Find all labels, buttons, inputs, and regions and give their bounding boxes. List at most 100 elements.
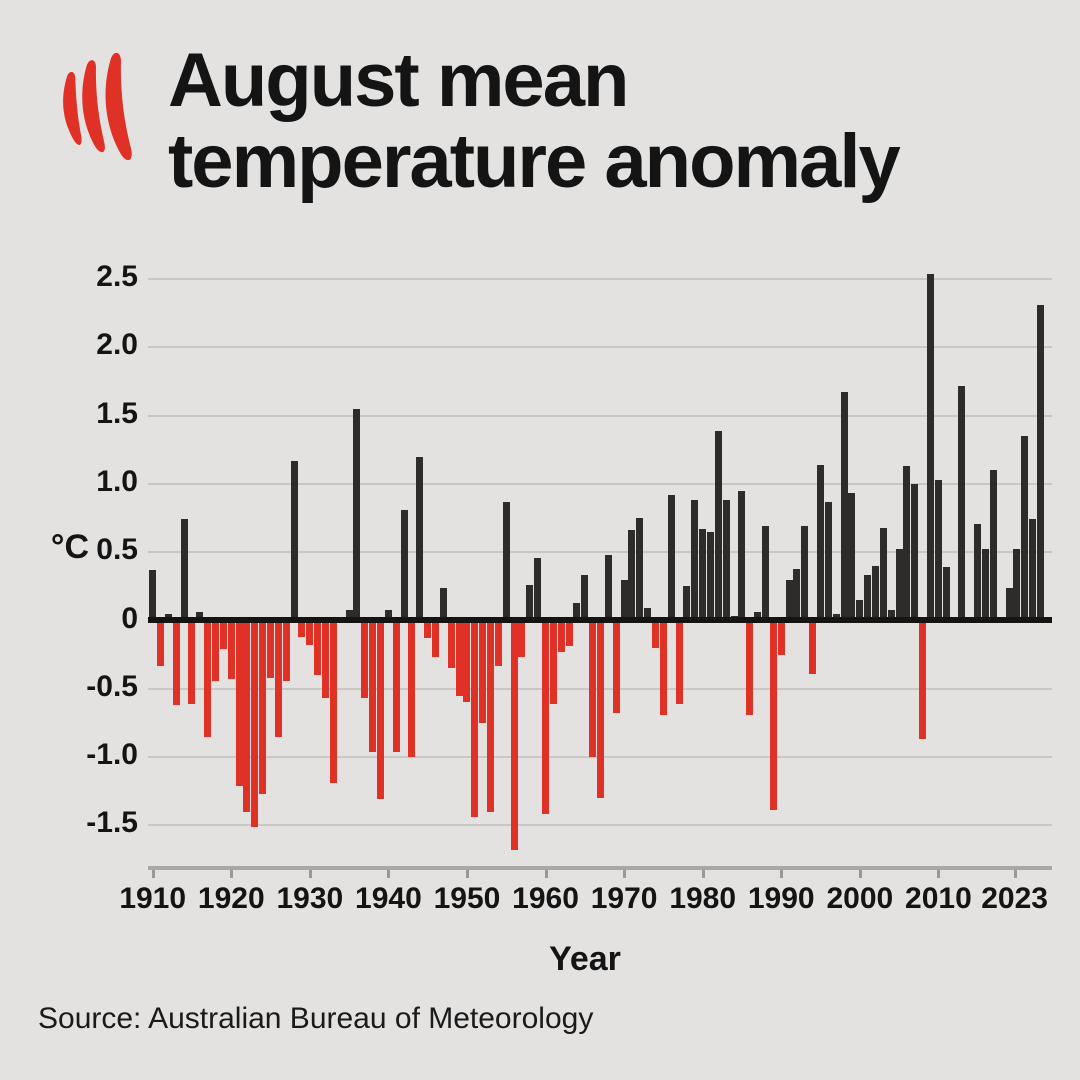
bar-2009 — [927, 273, 935, 621]
x-tick-label: 1990 — [747, 882, 815, 915]
bar-1988 — [762, 526, 770, 621]
bar-1981 — [707, 531, 715, 621]
bar-1916 — [196, 612, 204, 621]
bar-1971 — [628, 530, 636, 621]
y-tick-label: -1.0 — [86, 738, 138, 772]
bar-1947 — [439, 587, 447, 621]
bar-1933 — [329, 620, 337, 784]
bar-1964 — [573, 602, 581, 621]
bar-1976 — [667, 494, 675, 621]
bar-1955 — [502, 501, 510, 621]
bar-1969 — [612, 620, 620, 714]
bar-1932 — [322, 620, 330, 699]
x-tick-mark — [465, 870, 469, 878]
bar-1977 — [675, 620, 683, 704]
bar-2017 — [989, 470, 997, 621]
bar-1957 — [518, 620, 526, 658]
bar-1972 — [636, 518, 644, 621]
bar-2002 — [872, 565, 880, 621]
bar-1962 — [557, 620, 565, 652]
bar-1958 — [526, 584, 534, 621]
bar-1954 — [494, 620, 502, 666]
bar-2000 — [856, 600, 864, 621]
bar-2022 — [1029, 519, 1037, 621]
gridline — [148, 551, 1052, 554]
bar-1950 — [463, 620, 471, 703]
bar-1915 — [188, 620, 196, 704]
bar-1939 — [377, 620, 385, 800]
bar-1986 — [746, 620, 754, 715]
bar-1963 — [565, 620, 573, 647]
bar-1927 — [282, 620, 290, 681]
x-tick-mark — [308, 870, 312, 878]
gridline — [148, 414, 1052, 417]
bar-1999 — [848, 493, 856, 621]
bar-2011 — [942, 567, 950, 621]
bar-1959 — [534, 557, 542, 621]
y-tick-label: -0.5 — [86, 669, 138, 703]
x-tick-mark — [701, 870, 705, 878]
bar-2001 — [864, 575, 872, 621]
bar-1925 — [267, 620, 275, 678]
x-axis-line — [148, 866, 1052, 870]
bar-1913 — [172, 620, 180, 706]
bar-1948 — [447, 620, 455, 669]
bar-1974 — [652, 620, 660, 648]
bar-1985 — [738, 490, 746, 621]
x-tick-mark — [151, 870, 155, 878]
x-tick-mark — [858, 870, 862, 878]
bar-1911 — [157, 620, 165, 666]
chart-title: August mean temperature anomaly — [168, 40, 1048, 203]
bar-2016 — [982, 549, 990, 621]
bar-1993 — [801, 526, 809, 621]
bar-1991 — [785, 579, 793, 621]
y-tick-label: 1.0 — [96, 464, 138, 498]
bar-1942 — [400, 509, 408, 621]
y-axis-unit-label: °C — [50, 528, 90, 566]
bar-1980 — [699, 528, 707, 621]
x-tick-mark — [937, 870, 941, 878]
bar-1930 — [306, 620, 314, 646]
bar-1992 — [793, 568, 801, 621]
bar-1952 — [479, 620, 487, 723]
y-tick-label: 0 — [121, 601, 138, 635]
bar-1918 — [212, 620, 220, 681]
bar-2010 — [934, 479, 942, 621]
gridline — [148, 824, 1052, 827]
bar-1990 — [777, 620, 785, 655]
x-tick-mark — [230, 870, 234, 878]
bar-1968 — [604, 554, 612, 621]
bar-1996 — [824, 501, 832, 621]
bar-1910 — [149, 569, 157, 621]
bar-2007 — [911, 483, 919, 621]
bar-1924 — [259, 620, 267, 794]
bar-1936 — [353, 408, 361, 621]
bar-1945 — [424, 620, 432, 639]
bar-1998 — [840, 392, 848, 621]
bar-1928 — [290, 460, 298, 621]
chart-title-line1: August mean — [168, 38, 629, 123]
x-tick-label: 2000 — [826, 882, 894, 915]
bar-1995 — [817, 464, 825, 621]
bar-1922 — [243, 620, 251, 812]
x-tick-label: 1950 — [433, 882, 501, 915]
gridline — [148, 482, 1052, 485]
bar-1961 — [549, 620, 557, 704]
bar-1943 — [408, 620, 416, 758]
bar-1940 — [384, 609, 392, 621]
bar-1978 — [683, 586, 691, 621]
bar-1917 — [204, 620, 212, 737]
sbs-logo-icon — [63, 52, 132, 161]
y-tick-label: -1.5 — [86, 806, 138, 840]
bar-1929 — [298, 620, 306, 637]
bar-1941 — [392, 620, 400, 752]
bar-1938 — [369, 620, 377, 752]
bar-2004 — [887, 609, 895, 621]
bar-2003 — [879, 527, 887, 621]
y-tick-label: 2.0 — [96, 328, 138, 362]
bar-1966 — [589, 620, 597, 758]
bar-1994 — [809, 620, 817, 674]
bar-1953 — [487, 620, 495, 812]
bar-1937 — [361, 620, 369, 699]
bar-1926 — [274, 620, 282, 737]
